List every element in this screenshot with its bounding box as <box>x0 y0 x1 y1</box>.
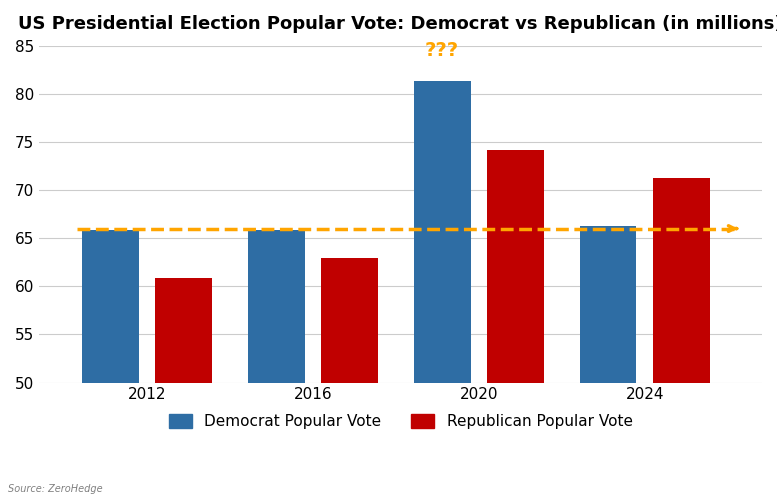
Text: Source: ZeroHedge: Source: ZeroHedge <box>8 484 103 494</box>
Bar <box>155 277 212 499</box>
Bar <box>487 150 544 499</box>
Bar <box>580 226 636 499</box>
Bar <box>413 81 471 499</box>
Text: ???: ??? <box>425 41 459 60</box>
Bar <box>82 230 139 499</box>
Title: US Presidential Election Popular Vote: Democrat vs Republican (in millions): US Presidential Election Popular Vote: D… <box>19 15 777 33</box>
Bar <box>321 258 378 499</box>
Legend: Democrat Popular Vote, Republican Popular Vote: Democrat Popular Vote, Republican Popula… <box>162 408 639 436</box>
Bar <box>248 231 305 499</box>
Bar <box>653 179 710 499</box>
